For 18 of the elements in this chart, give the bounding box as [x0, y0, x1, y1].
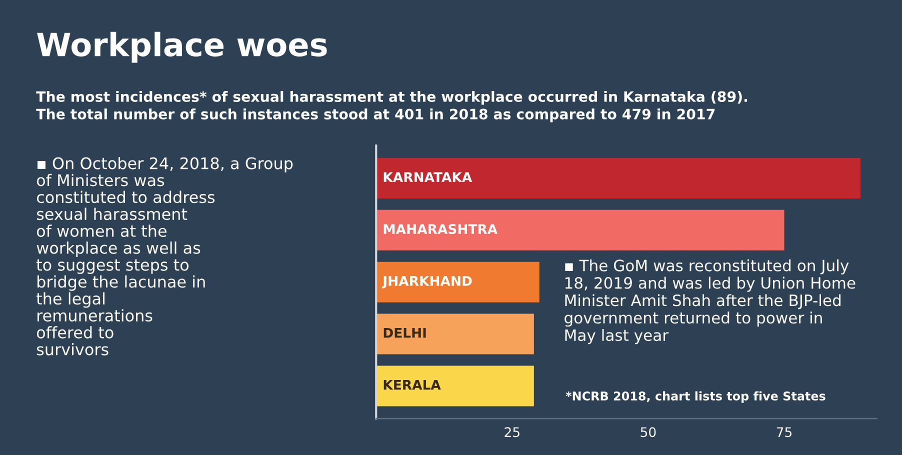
- text: ▪ On October 24, 2018, a Group of Ministers was constituted to address sexual harassment of women at the workplace as well as to suggest steps to bridge the lacunae in the legal remunerations offered to survivors: [36, 156, 293, 356]
- y-tick-label: DELHI: [384, 328, 426, 338]
- y-tick-label: JHARKHAND: [382, 276, 472, 288]
- y-tick-label: MAHARASHTRA: [384, 224, 498, 234]
- bar: [376, 262, 540, 302]
- x-tick-label: 50: [640, 427, 656, 438]
- chart-subtitle: The most incidences* of sexual harassment at the workplace occurred in Karnataka (89). The total number of such instances stood at 401 in 2018 as compared to 479 in 2017: [36, 91, 747, 122]
- bar: [376, 314, 534, 354]
- y-tick-label: KERALA: [384, 380, 441, 390]
- bar: [376, 366, 534, 406]
- annotation: *NCRB 2018, chart lists top five States: [566, 391, 826, 403]
- bar: [376, 210, 784, 250]
- x-tick-label: 75: [776, 427, 792, 438]
- chart-title: Workplace woes: [37, 32, 327, 63]
- annotation: ▪ The GoM was reconstituted on July 18, 2019 and was led by Union Home Minister Amit Shah after the BJP-led government returned to power in May last year: [564, 259, 856, 344]
- x-tick-label: 25: [504, 427, 520, 438]
- y-tick-label: KARNATAKA: [384, 172, 472, 182]
- bar: [376, 158, 860, 199]
